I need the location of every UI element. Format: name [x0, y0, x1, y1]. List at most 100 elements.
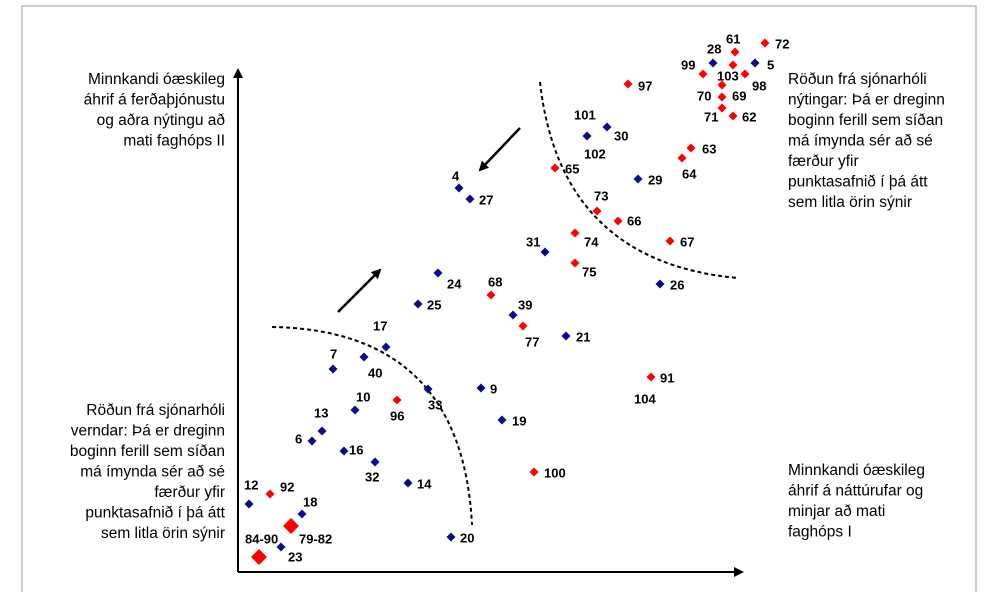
point-marker: [717, 80, 727, 90]
arrow: [337, 268, 382, 313]
point-marker: [740, 69, 750, 79]
point-marker: [486, 290, 496, 300]
paragraph-line: Minnkandi óæskileg: [788, 462, 925, 479]
point-marker: [750, 58, 760, 68]
point-label: 97: [638, 78, 652, 93]
point-marker: [433, 268, 443, 278]
point-marker: [655, 279, 665, 289]
point-label: 77: [525, 334, 539, 349]
point-label: 64: [682, 166, 697, 181]
point-label: 61: [726, 31, 740, 46]
point-marker: [570, 228, 580, 238]
point-label: 84-90: [245, 531, 278, 546]
paragraph-line: Röðun frá sjónarhóli: [86, 402, 225, 419]
paragraph-line: boginn ferill sem síðan: [788, 112, 943, 129]
paragraph-line: nýtingar: Þá er dreginn: [788, 92, 945, 109]
paragraph-line: faghóps I: [788, 524, 852, 541]
point-label: 69: [732, 88, 746, 103]
point-label: 92: [280, 479, 294, 494]
point-marker: [665, 236, 675, 246]
paragraph-line: Minnkandi óæskileg: [88, 71, 225, 88]
point-marker: [359, 352, 369, 362]
point-label: 72: [775, 36, 789, 51]
point-marker: [328, 364, 338, 374]
point-label: 99: [681, 57, 695, 72]
point-label: 23: [288, 549, 302, 564]
point-marker: [317, 426, 327, 436]
point-marker: [730, 47, 740, 57]
point-label: 4: [452, 168, 460, 183]
arrow: [478, 127, 521, 172]
point-label: 20: [460, 530, 474, 545]
point-label: 79-82: [299, 531, 332, 546]
point-marker: [728, 111, 738, 121]
point-label: 28: [707, 41, 721, 56]
point-label: 33: [428, 397, 442, 412]
paragraph-line: verndar: Þá er dreginn: [71, 423, 225, 440]
paragraph-line: færður yfir: [788, 153, 859, 170]
point-marker: [446, 532, 456, 542]
point-marker: [613, 216, 623, 226]
paragraph-line: Röðun frá sjónarhóli: [788, 71, 927, 88]
point-marker: [633, 174, 643, 184]
point-label: 10: [356, 389, 370, 404]
paragraph-line: minjar að mati: [788, 503, 885, 520]
point-label: 98: [752, 78, 766, 93]
point-label: 63: [702, 141, 716, 156]
point-label: 68: [488, 274, 502, 289]
content: Minnkandi óæskileg áhrif á ferðaþjónustu o…: [70, 31, 945, 565]
point-marker: [677, 153, 687, 163]
point-marker: [307, 436, 317, 446]
point-label: 73: [594, 188, 608, 203]
point-label: 70: [697, 88, 711, 103]
point-marker: [265, 489, 275, 499]
point-marker: [370, 457, 380, 467]
point-marker: [251, 549, 267, 565]
point-label: 9: [490, 381, 497, 396]
point-marker: [276, 542, 286, 552]
point-marker: [381, 342, 391, 352]
point-label: 39: [518, 297, 532, 312]
point-marker: [350, 405, 360, 415]
point-marker: [592, 206, 602, 216]
point-marker: [708, 58, 718, 68]
point-marker: [244, 499, 254, 509]
paragraph-line: mati faghóps II: [123, 133, 225, 150]
point-label: 101: [574, 107, 596, 122]
paragraph-line: boginn ferill sem síðan: [70, 443, 225, 460]
point-marker: [283, 518, 299, 534]
point-label: 14: [417, 476, 432, 491]
point-label: 19: [512, 413, 526, 428]
point-label: 24: [447, 276, 462, 291]
point-marker: [497, 415, 507, 425]
point-label: 26: [670, 277, 684, 292]
point-marker: [423, 384, 433, 394]
point-label: 30: [614, 128, 628, 143]
point-label: 74: [584, 234, 599, 249]
paragraph-line: og aðra nýtingu að: [97, 112, 226, 129]
point-marker: [646, 372, 656, 382]
point-marker: [760, 38, 770, 48]
point-marker: [413, 299, 423, 309]
point-label: 62: [742, 109, 756, 124]
point-label: 21: [576, 329, 590, 344]
dashed-curve: [271, 326, 473, 526]
point-label: 71: [704, 109, 718, 124]
point-label: 16: [349, 442, 363, 457]
point-marker: [508, 310, 518, 320]
paragraph-line: færður yfir: [154, 484, 225, 501]
point-label: 27: [479, 192, 493, 207]
frame: [21, 5, 977, 592]
point-label: 12: [244, 477, 258, 492]
point-label: 66: [627, 213, 641, 228]
point-label: 100: [544, 465, 566, 480]
dashed-curve: [539, 81, 739, 279]
point-marker: [570, 258, 580, 268]
point-label: 17: [373, 318, 387, 333]
paragraph-line: punktasafnið í þá átt: [85, 505, 225, 522]
point-label: 96: [390, 408, 404, 423]
point-label: 18: [303, 494, 317, 509]
paragraph-line: sem litla örin sýnir: [101, 525, 225, 542]
paragraph-line: punktasafnið í þá átt: [788, 174, 928, 191]
